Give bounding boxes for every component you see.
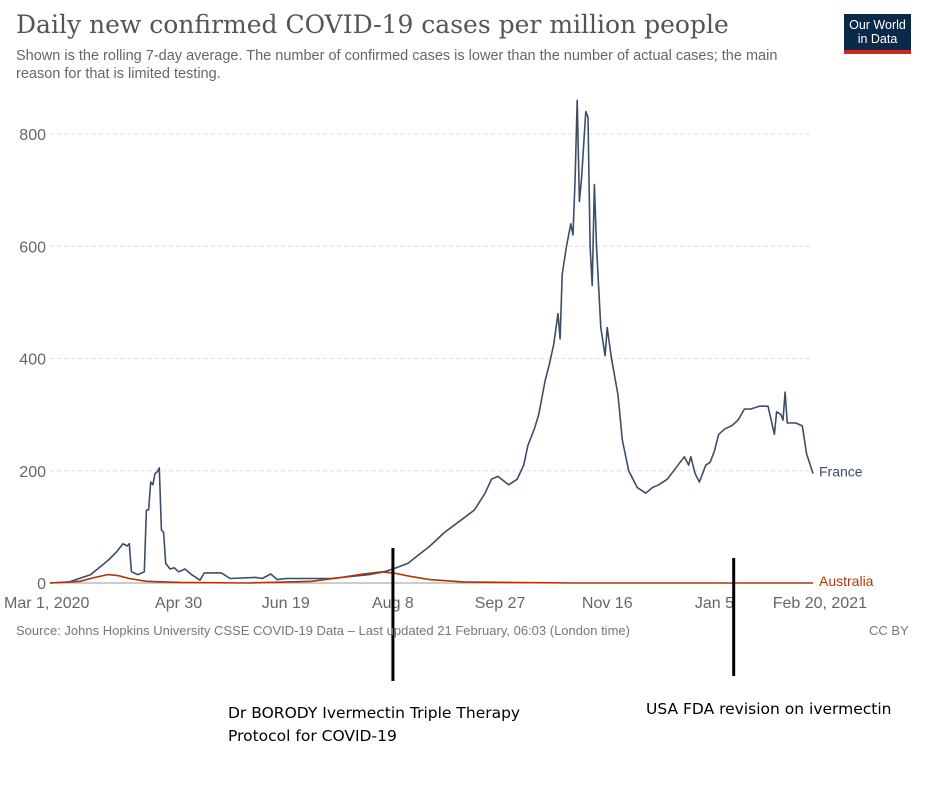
series-label-france: France <box>819 464 863 480</box>
owid-logo[interactable]: Our World in Data <box>844 14 911 54</box>
x-tick-label: Jun 19 <box>262 595 310 612</box>
x-tick-label: Mar 1, 2020 <box>4 595 89 612</box>
x-tick-label: Apr 30 <box>155 595 202 612</box>
x-tick-label: Jan 5 <box>695 595 734 612</box>
series-line-france <box>49 99 814 584</box>
logo-line-1: Our World <box>849 18 906 32</box>
event-markers <box>391 548 736 681</box>
chart-subtitle: Shown is the rolling 7-day average. The … <box>16 48 778 82</box>
y-tick-label: 400 <box>19 352 46 369</box>
series-line-australia <box>49 571 813 584</box>
x-tick-label: Nov 16 <box>582 595 633 612</box>
x-axis: Mar 1, 2020 Apr 30 Jun 19 Aug 8 Sep 27 Nov 16… <box>4 595 867 612</box>
y-tick-label: 200 <box>19 464 46 481</box>
source-note: Source: Johns Hopkins University CSSE CO… <box>16 623 630 638</box>
y-axis: 0 200 400 600 800 <box>19 127 46 593</box>
license-link[interactable]: CC BY <box>869 623 909 638</box>
logo-line-2: in Data <box>857 32 898 46</box>
chart-title: Daily new confirmed COVID-19 cases per m… <box>16 10 729 39</box>
grid-lines <box>50 133 813 584</box>
x-tick-label: Feb 20, 2021 <box>773 595 867 612</box>
y-tick-label: 0 <box>37 576 46 593</box>
y-tick-label: 800 <box>19 127 46 144</box>
y-tick-label: 600 <box>19 239 46 256</box>
series-label-australia: Australia <box>819 573 874 589</box>
series-lines: France Australia <box>49 99 874 589</box>
x-tick-label: Sep 27 <box>475 595 526 612</box>
annotation-fda: USA FDA revision on ivermectin <box>646 700 892 718</box>
annotation-borody: Dr BORODY Ivermectin Triple Therapy Prot… <box>228 704 521 745</box>
